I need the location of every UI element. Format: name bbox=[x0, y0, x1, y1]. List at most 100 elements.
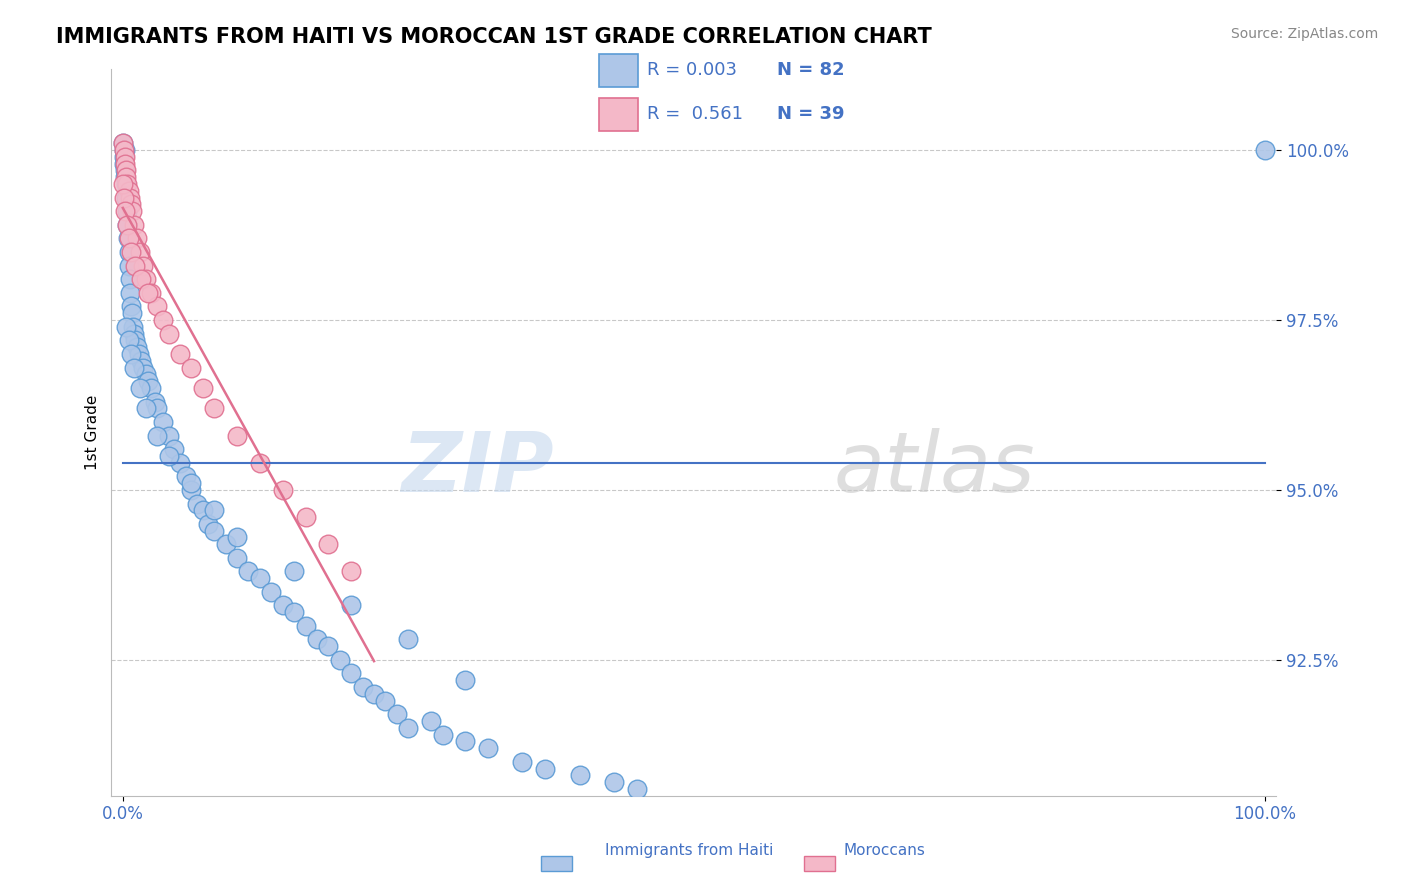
Point bbox=[136, 374, 159, 388]
Point bbox=[271, 599, 294, 613]
Point bbox=[340, 599, 363, 613]
Point bbox=[112, 156, 135, 170]
Point bbox=[454, 734, 477, 748]
Point bbox=[157, 428, 180, 442]
Point bbox=[329, 653, 352, 667]
Point bbox=[340, 565, 363, 579]
Point bbox=[129, 245, 152, 260]
Point bbox=[121, 204, 143, 219]
Point bbox=[112, 177, 135, 191]
Text: Moroccans: Moroccans bbox=[844, 843, 925, 858]
Point bbox=[115, 191, 138, 205]
Point bbox=[117, 245, 139, 260]
Point bbox=[157, 326, 180, 341]
Point bbox=[283, 565, 305, 579]
Point bbox=[112, 136, 135, 151]
Point bbox=[114, 143, 136, 157]
Point bbox=[603, 775, 626, 789]
Point bbox=[115, 319, 138, 334]
Point bbox=[124, 259, 146, 273]
Point bbox=[318, 537, 340, 551]
Point bbox=[120, 285, 142, 300]
Point bbox=[512, 755, 534, 769]
Point bbox=[249, 571, 271, 585]
Point bbox=[112, 143, 135, 157]
Point bbox=[117, 177, 139, 191]
Point bbox=[340, 666, 363, 681]
Point bbox=[118, 272, 141, 286]
Point bbox=[169, 456, 191, 470]
Point bbox=[114, 150, 136, 164]
Point bbox=[363, 687, 385, 701]
Point bbox=[226, 428, 249, 442]
Point bbox=[534, 762, 557, 776]
Point bbox=[118, 259, 141, 273]
Point bbox=[112, 143, 135, 157]
Point bbox=[117, 218, 139, 232]
Point bbox=[152, 313, 174, 327]
Point bbox=[120, 197, 142, 211]
Point bbox=[385, 707, 408, 722]
Point bbox=[396, 632, 419, 647]
Point bbox=[186, 496, 208, 510]
Point bbox=[117, 231, 139, 245]
Text: Source: ZipAtlas.com: Source: ZipAtlas.com bbox=[1230, 27, 1378, 41]
Point bbox=[114, 156, 136, 170]
Point bbox=[169, 347, 191, 361]
Point bbox=[132, 360, 155, 375]
Point bbox=[283, 605, 305, 619]
Point bbox=[135, 272, 157, 286]
Point bbox=[146, 299, 169, 313]
Point bbox=[122, 319, 145, 334]
Point bbox=[202, 401, 225, 416]
Point bbox=[143, 394, 166, 409]
Point bbox=[214, 537, 236, 551]
Point bbox=[117, 334, 139, 348]
Point bbox=[271, 483, 294, 497]
Point bbox=[120, 299, 142, 313]
Text: N = 39: N = 39 bbox=[776, 105, 844, 123]
Point bbox=[477, 741, 499, 756]
Point bbox=[114, 163, 136, 178]
Point bbox=[121, 306, 143, 320]
Point bbox=[124, 334, 146, 348]
Point bbox=[129, 272, 152, 286]
Point bbox=[114, 170, 136, 185]
Point bbox=[454, 673, 477, 688]
Point bbox=[226, 550, 249, 565]
Point bbox=[352, 680, 374, 694]
Text: R =  0.561: R = 0.561 bbox=[647, 105, 742, 123]
Point bbox=[118, 191, 141, 205]
Point bbox=[128, 347, 150, 361]
Point bbox=[122, 360, 145, 375]
Point bbox=[163, 442, 186, 457]
Point bbox=[122, 326, 145, 341]
Point bbox=[396, 721, 419, 735]
Point bbox=[146, 401, 169, 416]
Point bbox=[146, 428, 169, 442]
Point bbox=[115, 218, 138, 232]
Point bbox=[226, 531, 249, 545]
Point bbox=[174, 469, 197, 483]
Point bbox=[136, 285, 159, 300]
Point bbox=[318, 639, 340, 653]
Point bbox=[238, 565, 260, 579]
Point bbox=[197, 516, 219, 531]
Point bbox=[157, 449, 180, 463]
Y-axis label: 1st Grade: 1st Grade bbox=[86, 394, 100, 470]
Point bbox=[191, 381, 214, 395]
Bar bbox=[599, 54, 638, 87]
Point bbox=[114, 204, 136, 219]
Point bbox=[202, 524, 225, 538]
Text: atlas: atlas bbox=[834, 428, 1035, 509]
Point bbox=[305, 632, 328, 647]
Point bbox=[135, 368, 157, 382]
Text: N = 82: N = 82 bbox=[776, 61, 844, 78]
Text: ZIP: ZIP bbox=[401, 428, 554, 509]
Point bbox=[115, 204, 138, 219]
Point bbox=[135, 401, 157, 416]
Point bbox=[432, 728, 454, 742]
Point bbox=[1253, 143, 1275, 157]
Point bbox=[249, 456, 271, 470]
Point bbox=[112, 150, 135, 164]
